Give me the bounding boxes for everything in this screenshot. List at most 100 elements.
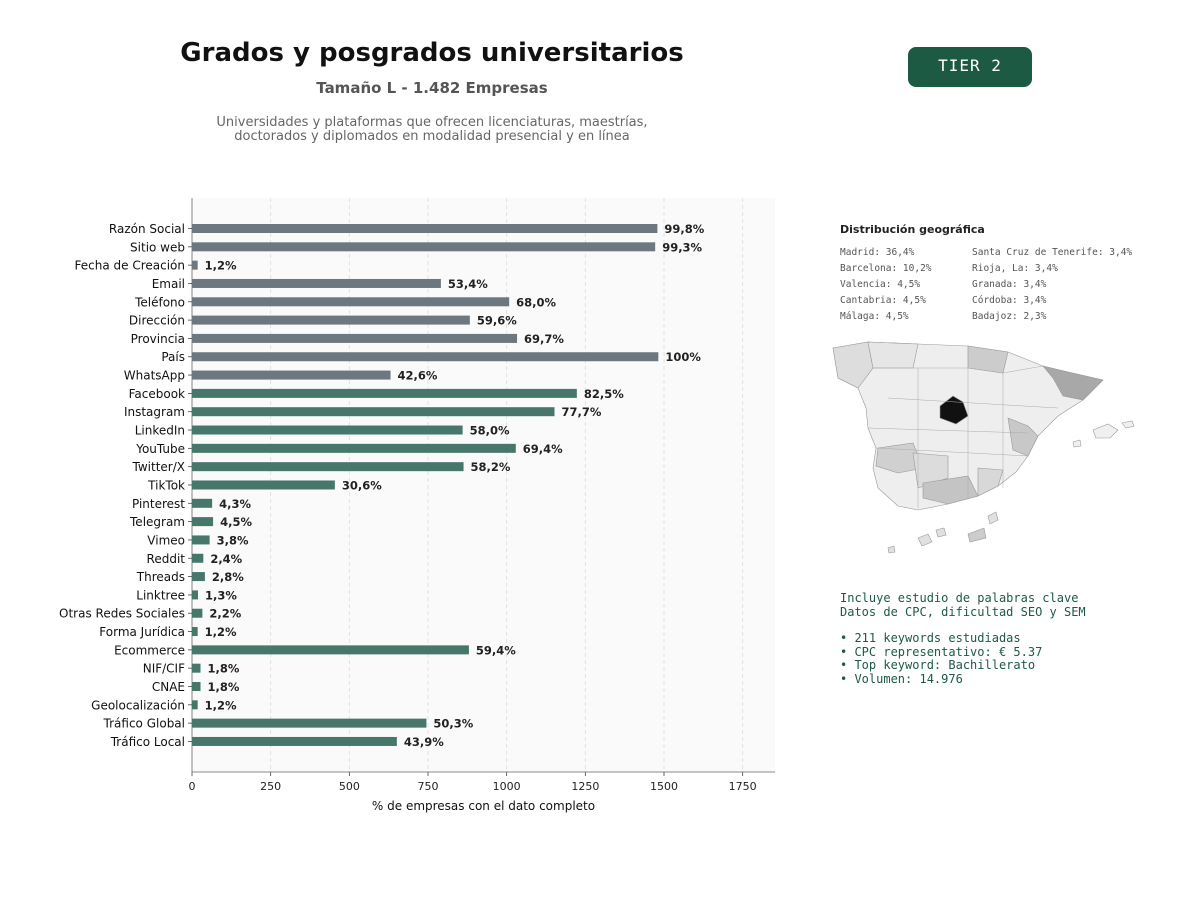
page-subtitle: Tamaño L - 1.482 Empresas [316,79,548,97]
bar [192,663,201,673]
map-balearics [1092,423,1119,439]
map-region [1007,417,1039,457]
geo-item: Madrid: 36,4% [840,247,915,258]
data-label: 2,2% [209,607,241,621]
category-label: TikTok [147,478,185,492]
data-label: 68,0% [516,295,556,309]
bar [192,407,555,417]
category-label: Teléfono [134,295,185,309]
map-region [875,442,924,474]
bar [192,278,441,288]
map-canaries [887,545,896,554]
category-label: Fecha de Creación [75,259,185,273]
x-tick-label: 750 [418,780,439,793]
category-label: Razón Social [109,222,185,236]
data-label: 59,4% [476,643,516,657]
map-balearics [1072,439,1082,448]
category-label: WhatsApp [124,369,185,383]
bar [192,425,463,435]
bar [192,462,464,472]
category-label: Instagram [124,405,185,419]
data-label: 42,6% [398,369,438,383]
category-label: Threads [136,570,185,584]
data-label: 2,8% [212,570,244,584]
data-label: 69,4% [523,442,563,456]
data-label: 1,8% [207,680,239,694]
map-region [977,467,1004,497]
category-label: País [161,350,185,364]
data-label: 43,9% [404,735,444,749]
x-tick-label: 0 [189,780,196,793]
x-tick-label: 1500 [650,780,678,793]
tier-badge: TIER 2 [908,47,1032,87]
map-canaries [935,527,947,538]
data-label: 1,2% [205,625,237,639]
x-tick-label: 500 [339,780,360,793]
data-label: 99,3% [662,240,702,254]
bar [192,590,198,600]
data-label: 1,8% [207,662,239,676]
category-label: NIF/CIF [143,662,185,676]
data-label: 4,3% [219,497,251,511]
spain-map [832,341,1135,554]
category-label: Sitio web [130,240,185,254]
category-label: Pinterest [132,497,185,511]
keywords-bullet: • Volumen: 14.976 [840,671,963,686]
bar [192,297,510,307]
geo-list-right: Santa Cruz de Tenerife: 3,4% Rioja, La: … [972,247,1132,327]
bar [192,627,198,637]
bar [192,608,203,618]
keywords-bullet: • CPC representativo: € 5.37 [840,644,1043,659]
geo-item: Cantabria: 4,5% [840,295,926,306]
data-label: 3,8% [217,533,249,547]
bar [192,572,205,582]
bar [192,718,427,728]
category-label: Forma Jurídica [99,625,185,639]
data-label: 77,7% [561,405,601,419]
geo-item: Barcelona: 10,2% [840,263,932,274]
bar [192,224,658,233]
bar [192,682,201,691]
map-region [1042,365,1104,401]
bar [192,333,518,343]
category-label: Tráfico Global [103,717,185,731]
category-label: Tráfico Local [110,735,185,749]
category-label: Vimeo [147,533,185,547]
bar [192,498,213,508]
category-label: CNAE [152,680,185,694]
bar [192,315,470,325]
category-label: YouTube [135,442,185,456]
bar [192,700,198,710]
map-region [912,452,949,489]
data-label: 1,3% [205,588,237,602]
category-label: Geolocalización [91,698,185,712]
bar [192,352,659,362]
keywords-line-2: Datos de CPC, dificultad SEO y SEM [840,604,1086,619]
x-axis-label: % de empresas con el dato completo [372,799,595,813]
map-region [832,341,874,389]
data-label: 1,2% [205,698,237,712]
data-label: 100% [665,350,701,364]
page-title: Grados y posgrados universitarios [180,38,684,68]
map-canaries [967,527,987,543]
geo-item: Granada: 3,4% [972,279,1047,290]
data-label: 30,6% [342,478,382,492]
map-balearics [1121,420,1135,429]
geo-item: Santa Cruz de Tenerife: 3,4% [972,247,1133,258]
geo-item: Málaga: 4,5% [840,311,909,322]
bar [192,388,577,398]
data-label: 4,5% [220,515,252,529]
x-tick-label: 1000 [493,780,521,793]
category-label: Dirección [129,314,185,328]
category-label: LinkedIn [135,424,185,438]
data-label: 2,4% [210,552,242,566]
category-label: Reddit [147,552,186,566]
data-label: 58,2% [471,460,511,474]
bar [192,517,214,527]
category-label: Twitter/X [132,460,185,474]
page-description: Universidades y plataformas que ofrecen … [216,115,648,144]
geo-item: Valencia: 4,5% [840,279,921,290]
bar [192,645,469,655]
category-label: Otras Redes Sociales [59,607,185,621]
category-label: Telegram [129,515,185,529]
